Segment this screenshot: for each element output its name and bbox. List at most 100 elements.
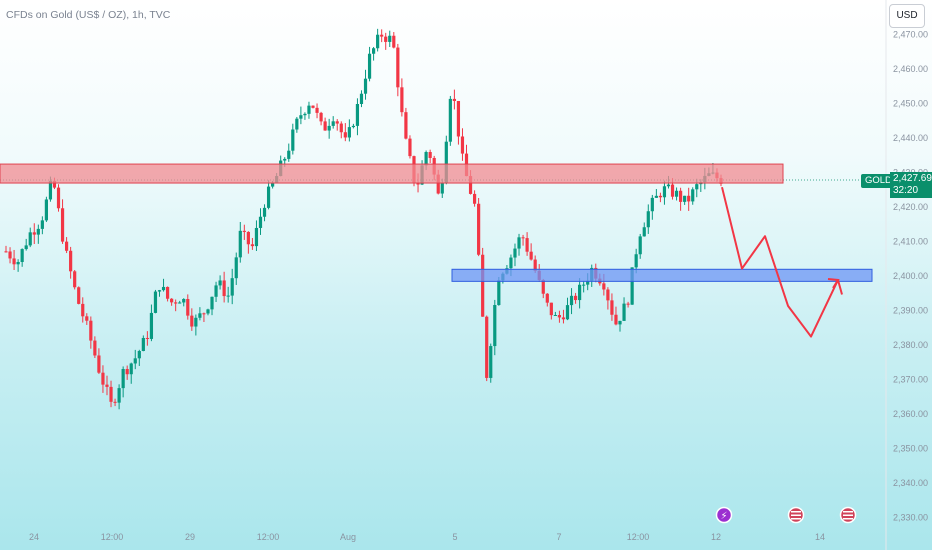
candle-body: [670, 184, 675, 197]
candle-body: [380, 34, 384, 37]
candle-body: [315, 107, 319, 113]
support-zone: [451, 268, 873, 282]
candle-body: [44, 199, 48, 221]
candle-body: [105, 384, 109, 387]
candle-body: [549, 302, 553, 316]
candle-body: [460, 136, 465, 154]
candle-body: [367, 53, 372, 79]
y-tick-label: 2,360.00: [893, 409, 928, 419]
candle-body: [242, 230, 246, 232]
flag-stripe: [843, 514, 853, 516]
candle-body: [246, 231, 250, 245]
candle-body: [214, 285, 218, 297]
candle-body: [436, 174, 440, 194]
flag-stripe: [843, 518, 853, 520]
candle-body: [448, 98, 452, 142]
y-tick-label: 2,380.00: [893, 340, 928, 350]
currency-button[interactable]: USD: [889, 4, 925, 28]
x-tick-label: 12:00: [101, 532, 124, 542]
flag-stripe: [791, 518, 801, 520]
candle-body: [529, 251, 533, 260]
x-tick-label: 29: [185, 532, 195, 542]
candle-body: [485, 316, 489, 378]
y-tick-label: 2,340.00: [893, 478, 928, 488]
candle-body: [230, 278, 234, 296]
y-tick-label: 2,420.00: [893, 202, 928, 212]
candle-body: [428, 152, 432, 158]
candle-body: [396, 47, 400, 88]
candle-body: [626, 303, 630, 305]
candle-body: [622, 303, 626, 321]
candle-body: [424, 152, 428, 166]
candle-body: [206, 309, 210, 314]
candle-body: [586, 280, 590, 285]
y-tick-label: 2,410.00: [893, 237, 928, 247]
candle-body: [218, 280, 222, 286]
candle-body: [319, 112, 323, 122]
last-price-tag: 2,427.69 32:20: [890, 172, 932, 198]
candle-body: [4, 251, 8, 253]
candle-body: [331, 121, 335, 126]
y-tick-label: 2,450.00: [893, 99, 928, 109]
candle-body: [477, 203, 481, 255]
candle-body: [250, 244, 255, 247]
candle-body: [190, 315, 194, 327]
candle-body: [343, 132, 347, 138]
candle-body: [16, 261, 20, 265]
candle-body: [174, 302, 178, 304]
candle-body: [658, 195, 663, 198]
candle-body: [101, 372, 105, 385]
candle-body: [371, 48, 376, 54]
resistance-zone: [0, 163, 784, 184]
candle-body: [182, 299, 186, 303]
candle-body: [440, 183, 444, 194]
candle-body: [12, 258, 16, 265]
candle-body: [404, 112, 408, 139]
bar-countdown: 32:20: [893, 185, 919, 196]
candle-body: [109, 386, 113, 402]
candle-body: [311, 105, 315, 108]
symbol-price-label: GOLD: [861, 174, 896, 188]
candle-body: [339, 123, 343, 133]
candle-body: [444, 141, 448, 184]
candle-body: [525, 238, 529, 252]
candle-body: [388, 35, 392, 42]
candle-body: [578, 284, 582, 301]
flag-stripe: [843, 511, 853, 513]
y-tick-label: 2,400.00: [893, 271, 928, 281]
candle-body: [654, 195, 658, 198]
candle-body: [226, 295, 230, 297]
candle-body: [60, 208, 65, 242]
candle-body: [513, 248, 517, 258]
y-tick-label: 2,330.00: [893, 513, 928, 523]
x-tick-label: 12:00: [257, 532, 280, 542]
candle-body: [8, 251, 12, 259]
candle-body: [582, 284, 586, 286]
candle-body: [416, 182, 420, 185]
lightning-event-icon[interactable]: [715, 506, 733, 524]
candle-body: [630, 267, 634, 305]
candle-body: [384, 36, 388, 42]
y-tick-label: 2,460.00: [893, 64, 928, 74]
candle-body: [642, 227, 646, 237]
candle-body: [392, 35, 396, 48]
projection-path: [721, 186, 843, 338]
candle-body: [553, 315, 557, 317]
candle-body: [133, 358, 137, 364]
flag-stripe: [791, 514, 801, 516]
candle-body: [408, 138, 412, 157]
x-tick-label: 5: [452, 532, 457, 542]
candle-body: [695, 184, 699, 190]
candle-body: [81, 303, 85, 317]
candle-body: [291, 129, 295, 151]
candle-body: [295, 118, 299, 130]
candle-body: [679, 190, 683, 202]
candle-body: [85, 316, 89, 321]
candle-body: [614, 314, 618, 325]
candle-body: [521, 237, 525, 239]
y-tick-label: 2,470.00: [893, 30, 928, 40]
candle-body: [683, 195, 687, 202]
candle-body: [456, 100, 461, 137]
candle-body: [557, 315, 562, 318]
